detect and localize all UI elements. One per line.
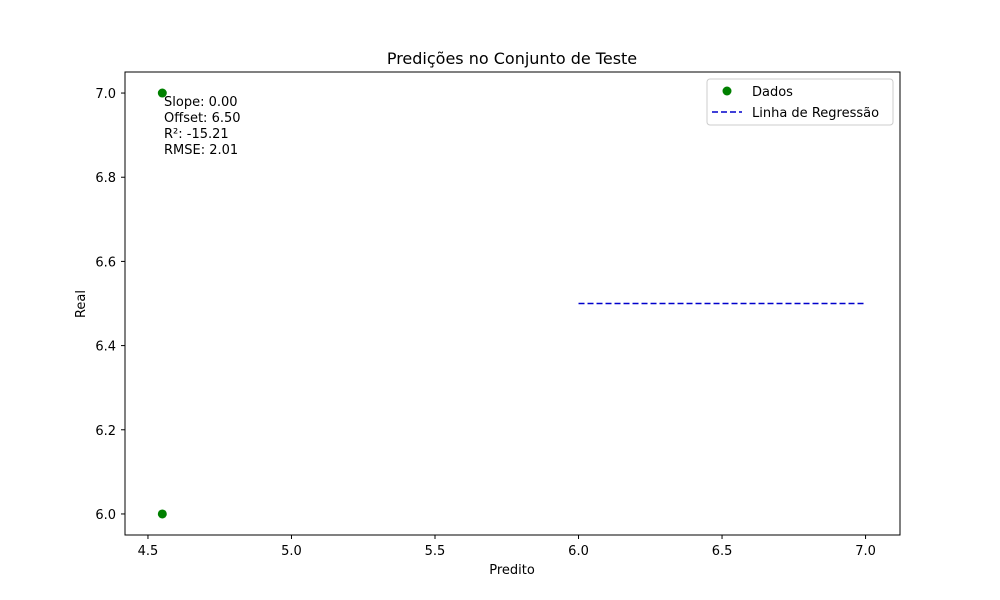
plot-area-frame [124,71,901,536]
data-point [157,88,167,98]
x-tick-label: 6.5 [712,544,733,559]
legend-label-regressao: Linha de Regressão [752,106,879,121]
annotation-line: Offset: 6.50 [164,111,241,126]
annotation-line: R²: -15.21 [164,127,229,142]
chart-title: Predições no Conjunto de Teste [387,49,637,68]
series-layer [157,88,866,519]
x-axis-label: Predito [489,563,535,578]
x-axis: 4.5 5.0 5.5 6.0 6.5 7.0 [138,535,876,559]
y-tick-label: 6.2 [95,424,116,439]
y-axis: 6.0 6.2 6.4 6.6 6.8 7.0 [95,87,125,523]
annotation-line: RMSE: 2.01 [164,143,238,158]
legend-label-dados: Dados [752,85,793,100]
data-point [157,509,167,519]
y-tick-label: 7.0 [95,87,116,102]
x-tick-label: 7.0 [855,544,876,559]
y-tick-label: 6.0 [95,508,116,523]
x-tick-label: 5.0 [281,544,302,559]
x-tick-label: 4.5 [138,544,159,559]
y-tick-label: 6.6 [95,255,116,270]
legend: Dados Linha de Regressão [706,78,894,126]
legend-box [706,78,894,126]
y-tick-label: 6.8 [95,171,116,186]
y-axis-label: Real [74,290,89,318]
annotation-line: Slope: 0.00 [164,95,238,110]
x-tick-label: 5.5 [425,544,446,559]
legend-marker-dados [722,86,732,96]
y-tick-label: 6.4 [95,340,116,355]
x-tick-label: 6.0 [568,544,589,559]
